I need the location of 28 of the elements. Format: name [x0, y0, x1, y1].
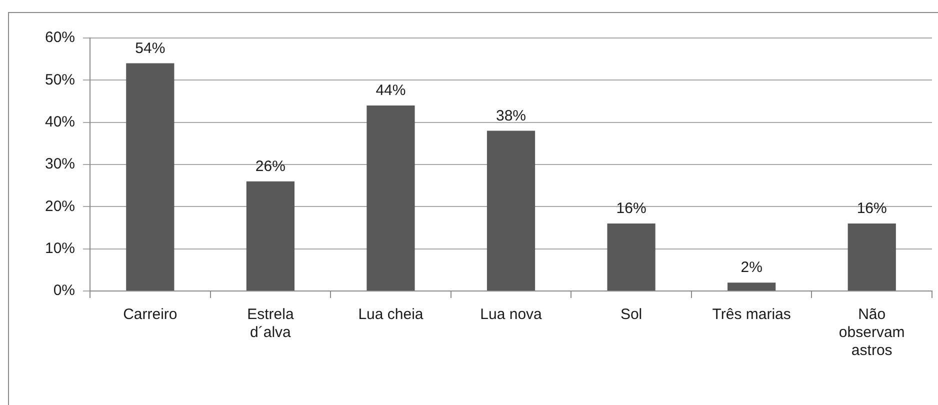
y-tick-label: 60% [44, 29, 76, 46]
x-tick-label: Estrela d´alva [247, 306, 294, 342]
data-label: 26% [255, 158, 286, 176]
data-label: 38% [496, 107, 526, 124]
x-tick-label: Carreiro [123, 306, 178, 324]
x-tick-label: Sol [620, 306, 642, 324]
data-label: 2% [740, 259, 762, 276]
bar [607, 224, 656, 290]
bar [728, 282, 776, 290]
bar [486, 130, 536, 290]
bar [366, 105, 415, 290]
y-tick-label: 0% [53, 282, 76, 300]
bar [246, 181, 295, 290]
data-label: 44% [376, 82, 406, 100]
x-tick-label: Não observam astros [838, 306, 905, 360]
x-tick-label: Lua nova [480, 306, 543, 324]
y-tick-label: 30% [44, 156, 76, 173]
y-tick-label: 50% [44, 71, 76, 88]
y-tick-label: 10% [44, 240, 76, 257]
y-tick-label: 20% [44, 198, 76, 215]
x-tick-label: Três marias [712, 306, 791, 324]
data-label: 16% [616, 200, 646, 218]
bar [848, 224, 896, 290]
x-tick-label: Lua cheia [358, 306, 424, 324]
data-label: 16% [856, 200, 887, 218]
data-label: 54% [135, 40, 166, 57]
y-tick-label: 40% [44, 113, 76, 130]
bar [126, 63, 174, 290]
